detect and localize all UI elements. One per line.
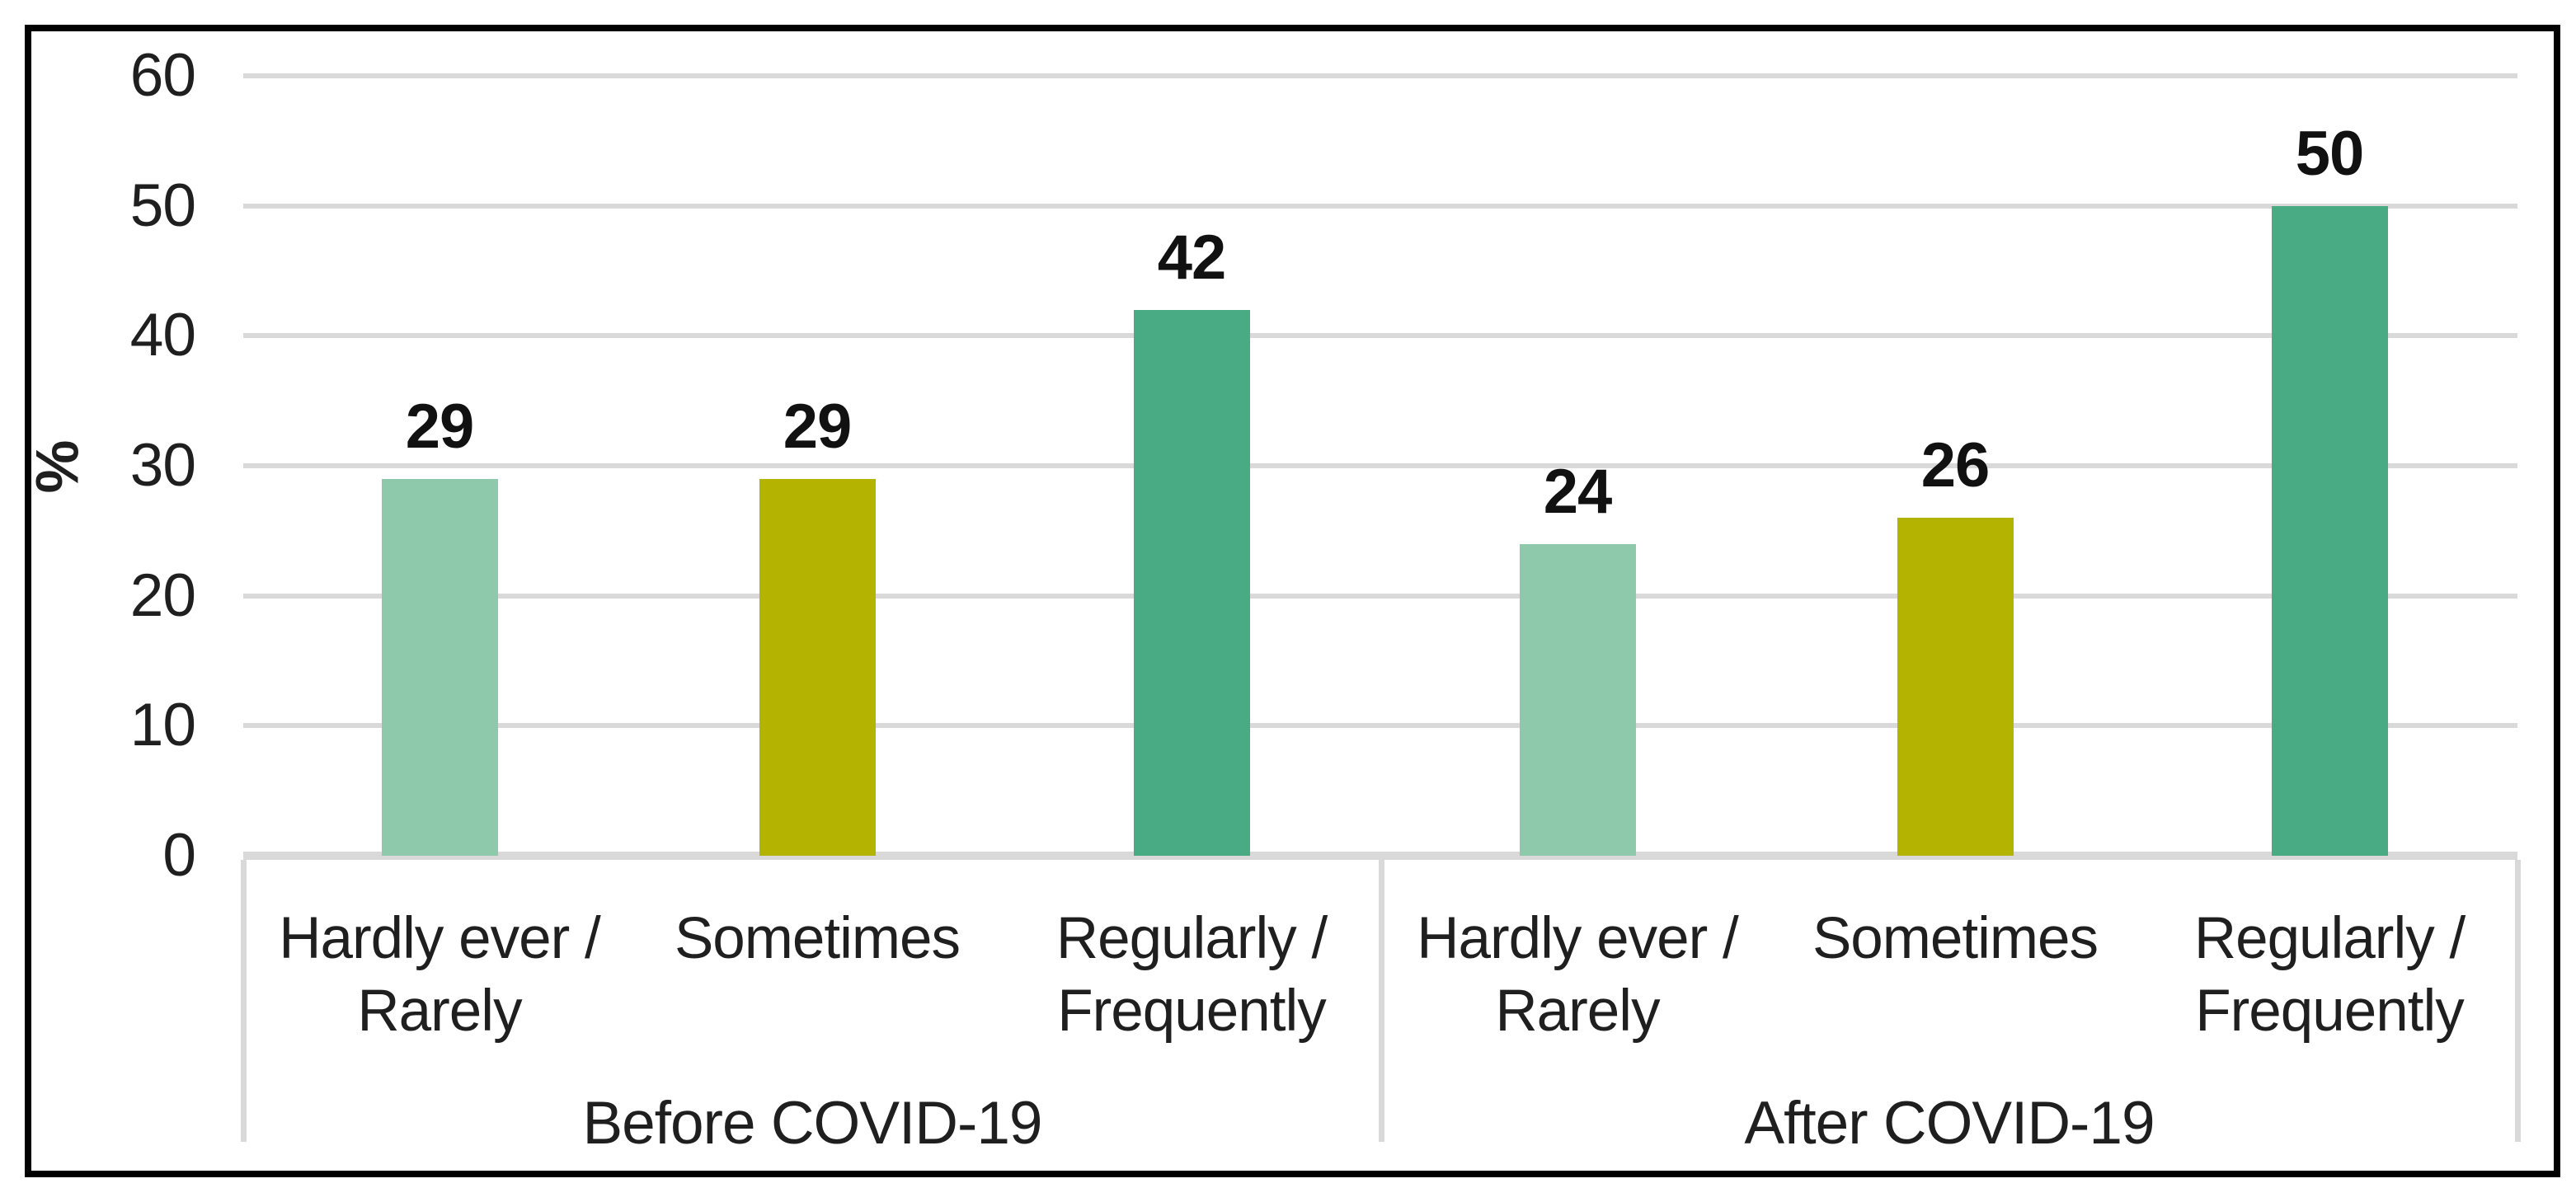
gridline (243, 723, 2517, 729)
gridline (243, 73, 2517, 79)
bar (1897, 518, 2014, 856)
bar (1519, 544, 1636, 856)
y-tick-label: 50 (129, 171, 196, 239)
category-label: Regularly / Frequently (1055, 906, 1328, 1044)
bar-value-label: 24 (1543, 457, 1613, 527)
y-tick-label: 0 (162, 822, 196, 889)
category-label: Sometimes (674, 906, 961, 971)
y-tick-label: 40 (129, 302, 196, 369)
bar-value-label: 26 (1920, 430, 1991, 500)
group-divider (2515, 860, 2521, 1142)
group-divider (1379, 860, 1384, 1142)
group-label: After COVID-19 (1744, 1090, 2155, 1157)
category-label: Regularly / Frequently (2193, 906, 2466, 1044)
bar (759, 479, 876, 856)
bar (1133, 310, 1250, 856)
gridline (243, 463, 2517, 469)
y-tick-label: 60 (129, 42, 196, 110)
bar-value-label: 29 (405, 392, 475, 462)
y-tick-label: 30 (129, 432, 196, 500)
bar-value-label: 50 (2295, 119, 2365, 189)
bar (381, 479, 498, 856)
category-label: Sometimes (1812, 906, 2099, 971)
y-tick-label: 10 (129, 692, 196, 759)
y-axis-line (243, 852, 2517, 860)
bar-value-label: 42 (1157, 223, 1227, 293)
gridline (243, 593, 2517, 599)
group-label: Before COVID-19 (582, 1090, 1042, 1157)
category-label: Hardly ever / Rarely (279, 906, 600, 1044)
gridline (243, 333, 2517, 339)
y-tick-label: 20 (129, 561, 196, 629)
bar (2271, 206, 2388, 856)
y-axis-title: % (24, 440, 92, 494)
bar-value-label: 29 (783, 392, 853, 462)
category-label: Hardly ever / Rarely (1417, 906, 1738, 1044)
group-divider (241, 860, 247, 1142)
gridline (243, 203, 2517, 209)
